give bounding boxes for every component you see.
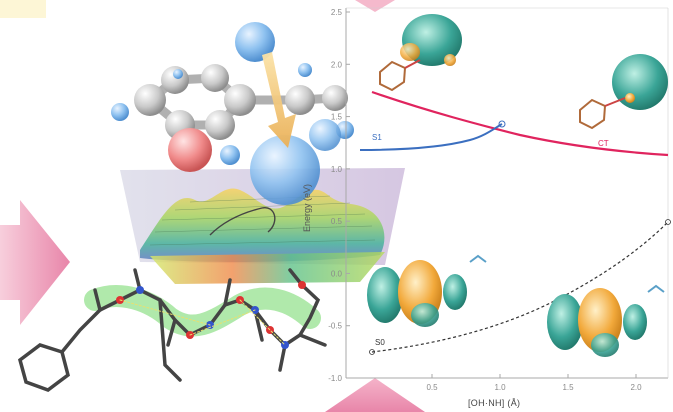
bottom-pink-arrow [325, 378, 425, 412]
x-tick-label: 2.0 [630, 383, 642, 392]
corner-tag [0, 0, 46, 18]
top-pink-arrow [355, 0, 395, 12]
phenol-molecule [111, 22, 354, 205]
energy-surface [140, 188, 385, 262]
orbital-lower-left [367, 254, 487, 327]
proton-transfer-arrow [262, 52, 296, 148]
reaction-path [209, 207, 276, 236]
surface-floor [150, 252, 385, 284]
orbital-upper-right [579, 54, 668, 130]
x-tick-label: 1.0 [494, 383, 506, 392]
y-tick-label: 1.5 [331, 113, 343, 122]
x-tick-label: 0.5 [426, 383, 438, 392]
peptide-stick-model [17, 268, 327, 392]
y-tick-label: 0.0 [331, 269, 343, 278]
x-tick-label: 1.5 [562, 383, 574, 392]
label-upper-curve: CT [598, 139, 609, 148]
y-tick-label: 1.0 [331, 165, 343, 174]
upper-curve [371, 90, 669, 157]
orbital-lower-right [547, 284, 665, 357]
label-middle-curve: S1 [372, 133, 382, 142]
orbital-upper-left [379, 14, 462, 92]
surface-mesh [149, 195, 376, 246]
y-tick-label: -1.0 [328, 374, 342, 383]
x-axis-label: [OH·NH] (Å) [468, 398, 521, 408]
label-lower-curve: S0 [375, 338, 385, 347]
middle-curve [359, 123, 503, 151]
y-tick-label: 2.5 [331, 8, 343, 17]
y-axis-label: Energy (eV) [302, 183, 312, 232]
y-tick-label: 2.0 [331, 60, 343, 69]
y-tick-label: 0.5 [331, 217, 343, 226]
left-pink-arrow [0, 200, 70, 325]
y-tick-label: -0.5 [328, 322, 342, 331]
